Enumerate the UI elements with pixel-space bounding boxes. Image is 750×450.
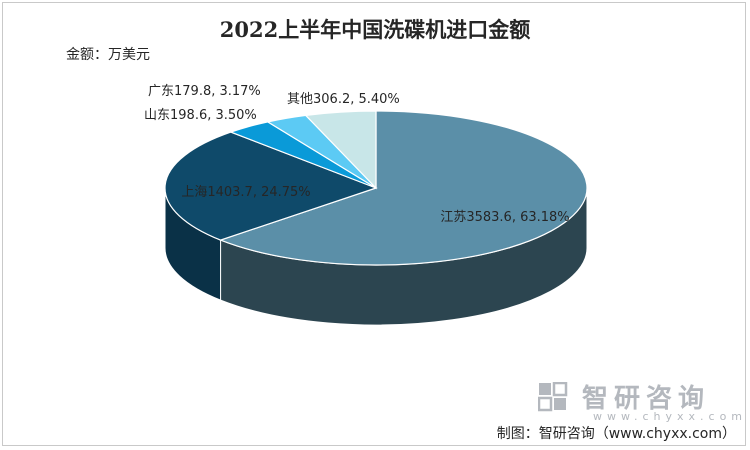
source-credit: 制图：智研咨询（www.chyxx.com） bbox=[496, 426, 736, 442]
slice-label-5: 其他306.2, 5.40% bbox=[287, 92, 400, 107]
pie-slices bbox=[164, 110, 588, 266]
slice-label-3: 山东198.6, 3.50% bbox=[144, 108, 257, 123]
pie-slice-2 bbox=[164, 131, 378, 241]
chart-title: 2022上半年中国洗碟机进口金额 bbox=[219, 17, 531, 42]
logo-name: 智研咨询 bbox=[582, 384, 711, 414]
logo-icon bbox=[538, 382, 568, 412]
unit-label: 金额：万美元 bbox=[66, 47, 150, 63]
slice-label-4: 广东179.8, 3.17% bbox=[148, 84, 261, 99]
pie-labels: 江苏3583.6, 63.18% 上海1403.7, 24.75% 山东198.6,… bbox=[144, 84, 570, 225]
pie-slice-5 bbox=[304, 110, 377, 190]
slice-label-1: 江苏3583.6, 63.18% bbox=[440, 209, 569, 225]
logo-url: www.chyxx.com bbox=[593, 410, 748, 423]
pie-slice-1 bbox=[218, 110, 588, 266]
slice-label-2: 上海1403.7, 24.75% bbox=[181, 185, 310, 200]
